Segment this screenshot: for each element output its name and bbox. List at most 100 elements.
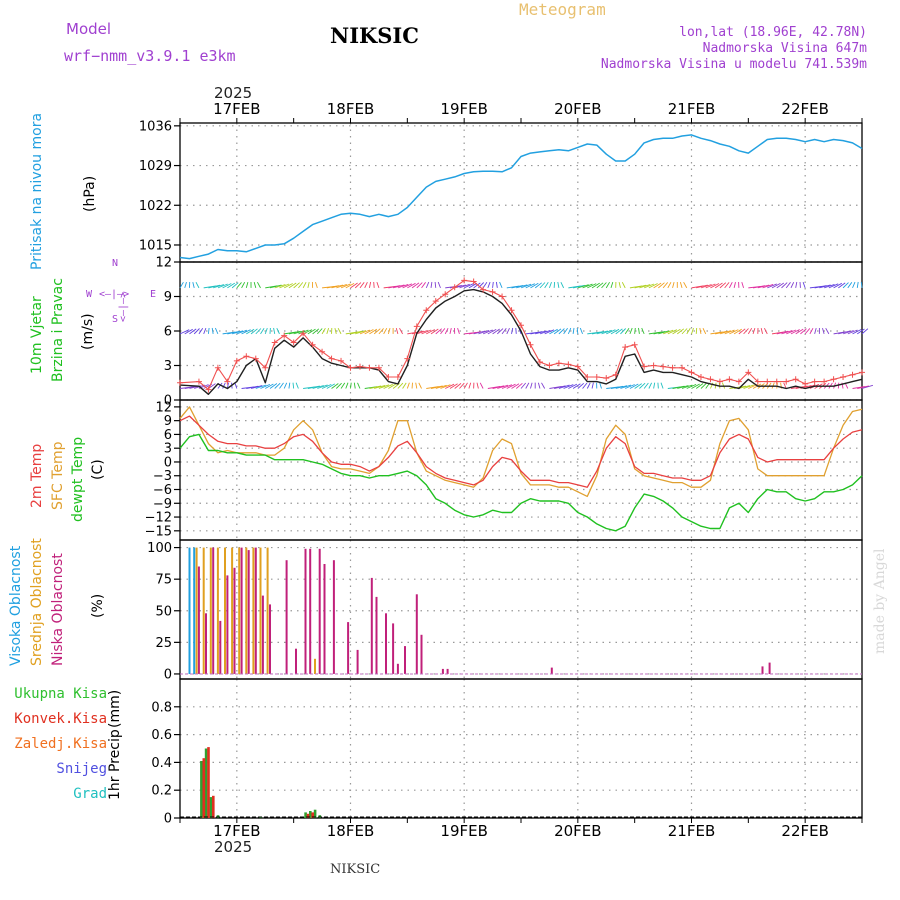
wind-gust-marker: [641, 363, 648, 370]
cloud-bar-low: [332, 560, 335, 674]
y-tick-label: 100: [147, 541, 172, 556]
y-tick-label: 6: [164, 325, 172, 340]
compass-west: W: [86, 289, 93, 300]
year-bottom: 2025: [214, 838, 253, 856]
cloud-bar-low_late: [768, 662, 771, 674]
cloud-bar-mid: [314, 658, 316, 674]
y-tick-label: 6: [164, 428, 172, 443]
y-tick-label: 0: [164, 667, 172, 682]
cloud-bar-low: [392, 623, 395, 674]
compass-south: S: [112, 314, 119, 325]
date-label-top: 21FEB: [668, 100, 715, 118]
cloud-bar-low: [269, 604, 271, 674]
date-label-top: 18FEB: [327, 100, 374, 118]
wind-gust-marker: [470, 278, 477, 285]
wind-gust-marker: [821, 378, 828, 385]
date-label-top: 17FEB: [213, 100, 260, 118]
y-tick-label: 50: [155, 604, 172, 619]
cloud-bar-low: [247, 550, 250, 674]
cloud-bar-mid: [209, 547, 212, 674]
legend-freezing-rain: Zaledj.Kisa: [14, 736, 107, 752]
footer-station: NIKSIC: [330, 862, 381, 877]
cloud-bar-low: [415, 594, 418, 674]
wind-gust-marker: [442, 291, 449, 298]
wind-gust-marker: [679, 364, 686, 371]
wind-gust-marker: [745, 369, 752, 376]
cloud-bar-low: [309, 548, 312, 674]
lonlat-label: lon,lat (18.96E, 42.78N): [679, 25, 867, 40]
cloud-bar-low: [347, 622, 350, 674]
wind-gust-marker: [205, 386, 212, 393]
cloud-bar-mid: [195, 547, 198, 674]
wind-gust-marker: [281, 332, 288, 339]
cloud-bar-low: [233, 567, 236, 674]
compass-horizontal: <—|—>: [99, 289, 130, 300]
y-tick-label: −12: [145, 511, 172, 526]
legend-snow: Snijeg: [56, 761, 107, 777]
meteogram-label: Meteogram: [519, 0, 606, 19]
year-top: 2025: [214, 84, 253, 102]
wind-gust-marker: [233, 357, 240, 364]
legend-total-rain: Ukupna Kisa: [14, 686, 107, 702]
cloud-bar-low: [404, 646, 406, 674]
cloud-bar-low: [396, 663, 399, 674]
y-tick-label: 3: [164, 442, 172, 457]
wind-gust-marker: [764, 378, 771, 385]
wind-gust-marker: [859, 369, 865, 376]
wind-gust-marker: [177, 379, 183, 386]
precip-bar-total: [200, 761, 203, 818]
wind-gust-marker: [631, 341, 638, 348]
cloud-bar-low: [285, 560, 288, 674]
date-label-bottom: 18FEB: [327, 822, 374, 840]
cloud-bar-mid: [259, 547, 262, 674]
wind-gust-marker: [252, 355, 259, 362]
precip-bar-total: [313, 809, 317, 818]
cloud-bar-mid: [224, 547, 226, 674]
y-tick-label: 75: [155, 573, 172, 588]
wind-gust-marker: [707, 376, 714, 383]
wind-gust-marker: [224, 378, 231, 385]
wind-gust-marker: [451, 284, 458, 291]
cloud-bar-mid: [231, 547, 234, 674]
cloud-bar-low: [212, 547, 215, 674]
wind-gust-marker: [603, 375, 610, 382]
cloud-bar-low: [261, 595, 264, 674]
panel-frame: [179, 678, 863, 819]
model-elevation-label: Nadmorska Visina u modelu 741.539m: [600, 57, 867, 72]
compass-north: N: [112, 258, 119, 269]
date-label-bottom: 17FEB: [213, 822, 260, 840]
cloud-bar-mid: [216, 547, 219, 674]
y-tick-label: 0: [164, 812, 172, 827]
t2m-line: [179, 415, 863, 488]
wind-gust-marker: [499, 293, 506, 300]
wind-gust-marker: [792, 376, 799, 383]
cloud-bar-low: [550, 667, 553, 674]
legend-hail: Grad: [73, 786, 107, 802]
wind-gust-marker: [271, 339, 278, 346]
dewpoint-line: [179, 433, 863, 532]
wind-gust-marker: [650, 362, 657, 369]
legend-convective-rain: Konvek.Kisa: [14, 711, 107, 727]
cloud-bar-low: [420, 634, 423, 674]
y-tick-label: 0: [164, 455, 172, 470]
cloud-bar-low: [441, 668, 444, 674]
cloud-bar-low: [205, 613, 207, 674]
wind-gust-marker: [802, 380, 809, 387]
precip-bar-total: [204, 748, 208, 818]
wind-gust-marker: [423, 307, 430, 314]
cloud-bar-mid: [266, 547, 269, 674]
date-label-top: 20FEB: [554, 100, 601, 118]
wind-gust-marker: [735, 378, 742, 385]
y-tick-label: 3: [164, 359, 172, 374]
wind-gust-marker: [830, 376, 837, 383]
wind-gust-marker: [584, 374, 591, 380]
y-tick-label: 0.2: [151, 784, 172, 799]
wind-gust-marker: [716, 378, 723, 385]
cloud-bar-low: [240, 547, 243, 674]
wind-gust-marker: [489, 288, 496, 295]
cloud-bar-mid: [202, 547, 205, 674]
cloud-bar-mid: [252, 547, 255, 674]
precip-bar-convective: [311, 812, 314, 818]
wind-gust-marker: [811, 378, 818, 385]
cloud-bar-low: [385, 613, 387, 674]
